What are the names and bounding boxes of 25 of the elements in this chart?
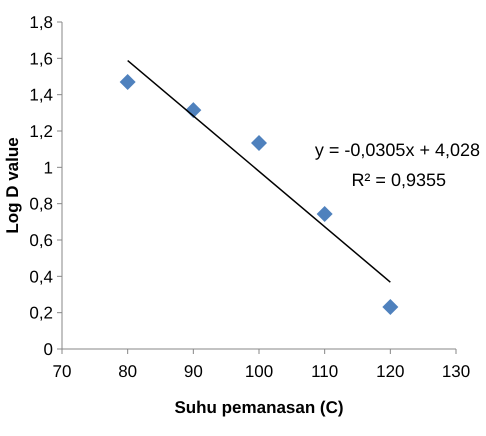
x-tick-label: 80 [118, 362, 138, 381]
x-tick-label: 90 [184, 362, 203, 381]
annotation: y = -0,0305x + 4,028 [314, 140, 480, 160]
y-tick-label: 0,2 [29, 304, 53, 323]
y-tick-label: 0,6 [29, 230, 53, 250]
y-tick-label: 1,2 [29, 122, 53, 141]
y-tick-label: 1,6 [29, 49, 53, 68]
x-tick-label: 110 [311, 362, 338, 381]
x-tick-label: 120 [376, 362, 405, 381]
x-tick-label: 70 [52, 362, 72, 381]
annotation: R² = 0,9355 [351, 170, 446, 190]
y-tick-label: 1,4 [29, 86, 53, 105]
y-tick-label: 1,8 [29, 12, 53, 32]
point [316, 206, 333, 222]
x-axis-title: Suhu pemanasan (C) [174, 398, 344, 417]
y-tick-label: 0,4 [29, 267, 53, 286]
y-tick-label: 0,8 [29, 194, 53, 214]
x-tick-label: 130 [442, 362, 470, 381]
y-tick-label: 0 [44, 340, 53, 359]
point [251, 134, 267, 151]
x-tick-label: 100 [244, 362, 274, 381]
y-tick-label: 1 [44, 158, 53, 178]
point [120, 74, 136, 90]
point [382, 299, 398, 316]
y-axis-title: Log D value [3, 137, 22, 234]
